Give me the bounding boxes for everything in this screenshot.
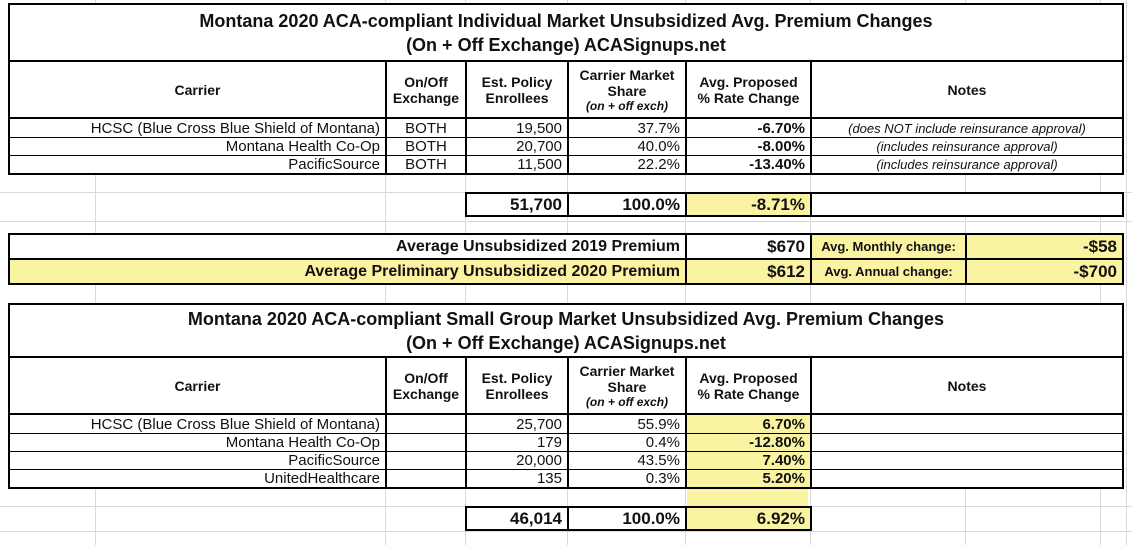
exchange-cell: BOTH [385, 156, 465, 173]
note-cell [810, 415, 1122, 433]
small-group-market-table: Montana 2020 ACA-compliant Small Group M… [8, 303, 1124, 489]
summary-2019-value: $670 [685, 235, 810, 258]
individual-market-title: Montana 2020 ACA-compliant Individual Ma… [10, 5, 1122, 62]
enrollees-cell: 19,500 [465, 119, 567, 137]
total-enrollees-cell: 46,014 [510, 508, 562, 528]
table-row: HCSC (Blue Cross Blue Shield of Montana)… [10, 119, 1122, 137]
carrier-cell: HCSC (Blue Cross Blue Shield of Montana) [90, 119, 380, 137]
enrollees-cell: 179 [465, 434, 567, 451]
header-exchange: On/Off Exchange [385, 358, 465, 413]
note-cell [810, 452, 1122, 469]
note-cell [810, 434, 1122, 451]
header-market-share: Carrier Market Share (on + off exch) [567, 358, 685, 413]
enrollees-cell: 25,700 [465, 415, 567, 433]
share-cell: 0.4% [567, 434, 685, 451]
title-line-2: (On + Off Exchange) ACASignups.net [406, 34, 726, 55]
summary-2020-label: Average Preliminary Unsubsidized 2020 Pr… [10, 260, 685, 283]
monthly-change-value: -$58 [965, 235, 1122, 258]
rate-change-cell: 7.40% [685, 452, 810, 469]
summary-row-2020: Average Preliminary Unsubsidized 2020 Pr… [10, 260, 1122, 283]
premium-summary-section: Average Unsubsidized 2019 Premium $670 A… [8, 233, 1124, 285]
carrier-cell: HCSC (Blue Cross Blue Shield of Montana) [90, 415, 380, 433]
rate-column-highlight-cell [687, 489, 808, 506]
table-row: UnitedHealthcare 135 0.3% 5.20% [10, 469, 1122, 487]
title-line-1: Montana 2020 ACA-compliant Small Group M… [187, 308, 945, 329]
total-enrollees-cell: 51,700 [510, 194, 562, 214]
header-carrier: Carrier [174, 81, 221, 98]
summary-row-2019: Average Unsubsidized 2019 Premium $670 A… [10, 235, 1122, 260]
small-group-market-title: Montana 2020 ACA-compliant Small Group M… [10, 305, 1122, 358]
table-row: Montana Health Co-Op 179 0.4% -12.80% [10, 433, 1122, 451]
header-row: Carrier On/Off Exchange Est. Policy Enroll… [10, 62, 1122, 119]
total-share-cell: 100.0% [567, 508, 685, 529]
header-notes: Notes [810, 358, 1122, 413]
summary-2020-value: $612 [685, 260, 810, 283]
table-row: PacificSource 20,000 43.5% 7.40% [10, 451, 1122, 469]
header-notes: Notes [810, 62, 1122, 117]
table-row: HCSC (Blue Cross Blue Shield of Montana)… [10, 415, 1122, 433]
note-cell [810, 470, 1122, 487]
monthly-change-label: Avg. Monthly change: [810, 235, 965, 258]
individual-market-totals-row: 51,700 100.0% -8.71% [465, 192, 1124, 217]
rate-change-cell: -12.80% [685, 434, 810, 451]
header-exchange: On/Off Exchange [385, 62, 465, 117]
gridline [1126, 0, 1127, 545]
share-cell: 55.9% [567, 415, 685, 433]
gridline [0, 531, 1132, 532]
table-row: PacificSource BOTH 11,500 22.2% -13.40% … [10, 155, 1122, 173]
share-cell: 0.3% [567, 470, 685, 487]
carrier-cell: UnitedHealthcare [264, 470, 380, 487]
exchange-cell [385, 434, 465, 451]
rate-change-cell: 6.70% [685, 415, 810, 433]
small-group-totals-row: 46,014 100.0% 6.92% [465, 506, 812, 531]
rate-change-cell: -8.00% [685, 138, 810, 155]
carrier-cell: PacificSource [288, 156, 380, 173]
enrollees-cell: 11,500 [465, 156, 567, 173]
exchange-cell [385, 452, 465, 469]
exchange-cell [385, 415, 465, 433]
total-share-cell: 100.0% [567, 194, 685, 215]
header-market-share: Carrier Market Share (on + off exch) [567, 62, 685, 117]
title-line-2: (On + Off Exchange) ACASignups.net [406, 332, 726, 353]
header-rate-change: Avg. Proposed% Rate Change [685, 358, 810, 413]
rate-change-cell: 5.20% [685, 470, 810, 487]
share-cell: 22.2% [567, 156, 685, 173]
title-line-1: Montana 2020 ACA-compliant Individual Ma… [199, 10, 933, 31]
share-cell: 40.0% [567, 138, 685, 155]
note-cell: (includes reinsurance approval) [810, 138, 1122, 155]
carrier-cell: PacificSource [288, 452, 380, 469]
total-rate-change-cell: -8.71% [685, 194, 810, 215]
carrier-cell: Montana Health Co-Op [225, 434, 380, 451]
header-rate-change: Avg. Proposed% Rate Change [685, 62, 810, 117]
table-row: Montana Health Co-Op BOTH 20,700 40.0% -… [10, 137, 1122, 155]
exchange-cell: BOTH [385, 138, 465, 155]
rate-change-cell: -13.40% [685, 156, 810, 173]
enrollees-cell: 135 [465, 470, 567, 487]
enrollees-cell: 20,000 [465, 452, 567, 469]
header-enrollees: Est. Policy Enrollees [465, 62, 567, 117]
rate-change-cell: -6.70% [685, 119, 810, 137]
header-enrollees: Est. Policy Enrollees [465, 358, 567, 413]
individual-market-table: Montana 2020 ACA-compliant Individual Ma… [8, 3, 1124, 175]
note-cell: (does NOT include reinsurance approval) [810, 119, 1122, 137]
summary-2019-label: Average Unsubsidized 2019 Premium [396, 237, 680, 255]
total-rate-change-cell: 6.92% [685, 508, 810, 529]
exchange-cell: BOTH [385, 119, 465, 137]
gridline [0, 221, 1132, 222]
enrollees-cell: 20,700 [465, 138, 567, 155]
total-notes-cell [810, 194, 1122, 215]
note-cell: (includes reinsurance approval) [810, 156, 1122, 173]
exchange-cell [385, 470, 465, 487]
header-carrier: Carrier [174, 377, 221, 394]
share-cell: 43.5% [567, 452, 685, 469]
header-row: Carrier On/Off Exchange Est. Policy Enroll… [10, 358, 1122, 415]
carrier-cell: Montana Health Co-Op [225, 138, 380, 155]
share-cell: 37.7% [567, 119, 685, 137]
annual-change-value: -$700 [965, 260, 1122, 283]
annual-change-label: Avg. Annual change: [810, 260, 965, 283]
